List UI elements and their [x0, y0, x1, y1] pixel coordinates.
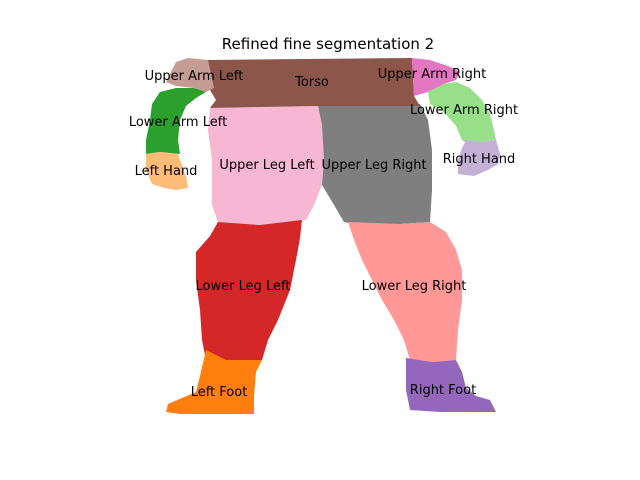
region-upper-arm-right	[412, 58, 460, 96]
label-right-foot: Right Foot	[410, 383, 476, 398]
label-lower-arm-right: Lower Arm Right	[410, 103, 518, 118]
label-upper-leg-right: Upper Leg Right	[321, 158, 426, 173]
region-left-foot	[166, 350, 262, 414]
region-upper-leg-right	[318, 104, 432, 225]
figure-title: Refined fine segmentation 2	[222, 35, 434, 53]
label-upper-leg-left: Upper Leg Left	[219, 158, 314, 173]
label-left-hand: Left Hand	[135, 164, 198, 179]
region-right-foot	[406, 358, 496, 412]
region-lower-leg-right	[348, 222, 462, 362]
label-upper-arm-left: Upper Arm Left	[145, 69, 244, 84]
region-right-hand	[458, 140, 500, 176]
label-lower-leg-left: Lower Leg Left	[196, 279, 291, 294]
region-left-hand	[146, 152, 188, 190]
label-right-hand: Right Hand	[443, 152, 516, 167]
label-lower-leg-right: Lower Leg Right	[362, 279, 467, 294]
label-lower-arm-left: Lower Arm Left	[129, 115, 227, 130]
label-upper-arm-right: Upper Arm Right	[378, 67, 487, 82]
region-torso	[208, 58, 420, 108]
label-torso: Torso	[294, 75, 329, 90]
region-upper-leg-left	[208, 106, 324, 225]
region-lower-leg-left	[196, 220, 302, 362]
region-lower-arm-left	[146, 88, 206, 154]
region-lower-arm-right	[428, 82, 496, 146]
region-upper-arm-left	[166, 58, 214, 92]
label-left-foot: Left Foot	[191, 385, 248, 400]
